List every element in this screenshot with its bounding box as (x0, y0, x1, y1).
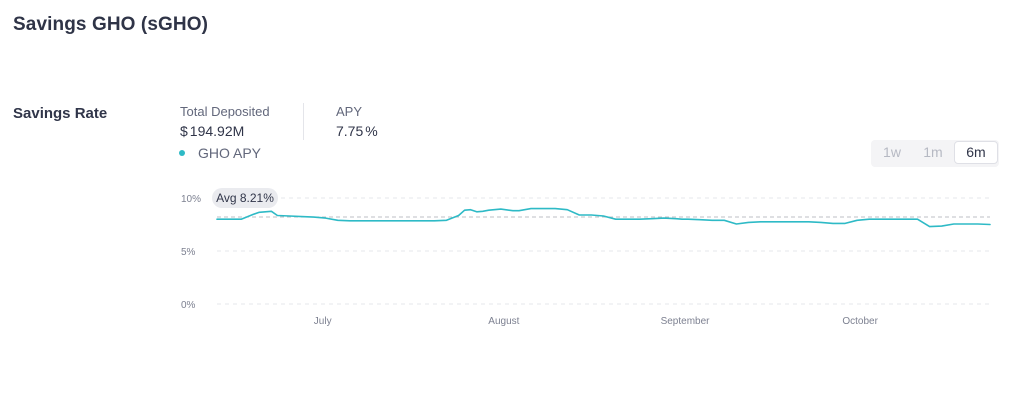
total-deposited-label: Total Deposited (180, 104, 270, 119)
range-button-1m[interactable]: 1m (923, 144, 943, 160)
apy-stat: APY 7.75% (336, 104, 378, 141)
y-tick-label: 0% (181, 300, 196, 311)
total-deposited-value: 194.92M (189, 123, 245, 139)
x-tick-label: September (661, 316, 711, 327)
total-deposited-stat: Total Deposited $194.92M (180, 104, 270, 141)
apy-label: APY (336, 104, 363, 119)
chart-legend: GHO APY (178, 145, 261, 161)
legend-dot-icon (179, 150, 185, 156)
time-range-selector: 1w 1m 6m (871, 140, 999, 167)
range-button-6m[interactable]: 6m (954, 141, 998, 164)
x-tick-label: October (842, 316, 878, 327)
stat-divider (303, 103, 304, 140)
range-button-1w[interactable]: 1w (883, 144, 901, 160)
average-badge (212, 188, 278, 208)
series-line-gho-apy (216, 207, 991, 228)
apy-value: 7.75 (336, 123, 364, 139)
section-label-savings-rate: Savings Rate (13, 105, 108, 122)
y-tick-label: 10% (181, 194, 201, 205)
apy-value-row: 7.75% (336, 121, 378, 141)
currency-symbol: $ (180, 123, 188, 139)
apy-unit: % (365, 123, 378, 139)
page-title: Savings GHO (sGHO) (13, 14, 209, 35)
y-tick-label: 5% (181, 247, 196, 258)
x-tick-label: August (488, 316, 519, 327)
average-badge-label: Avg 8.21% (216, 191, 274, 205)
legend-label: GHO APY (198, 145, 262, 161)
total-deposited-value-row: $194.92M (180, 121, 270, 141)
x-tick-label: July (314, 316, 332, 327)
